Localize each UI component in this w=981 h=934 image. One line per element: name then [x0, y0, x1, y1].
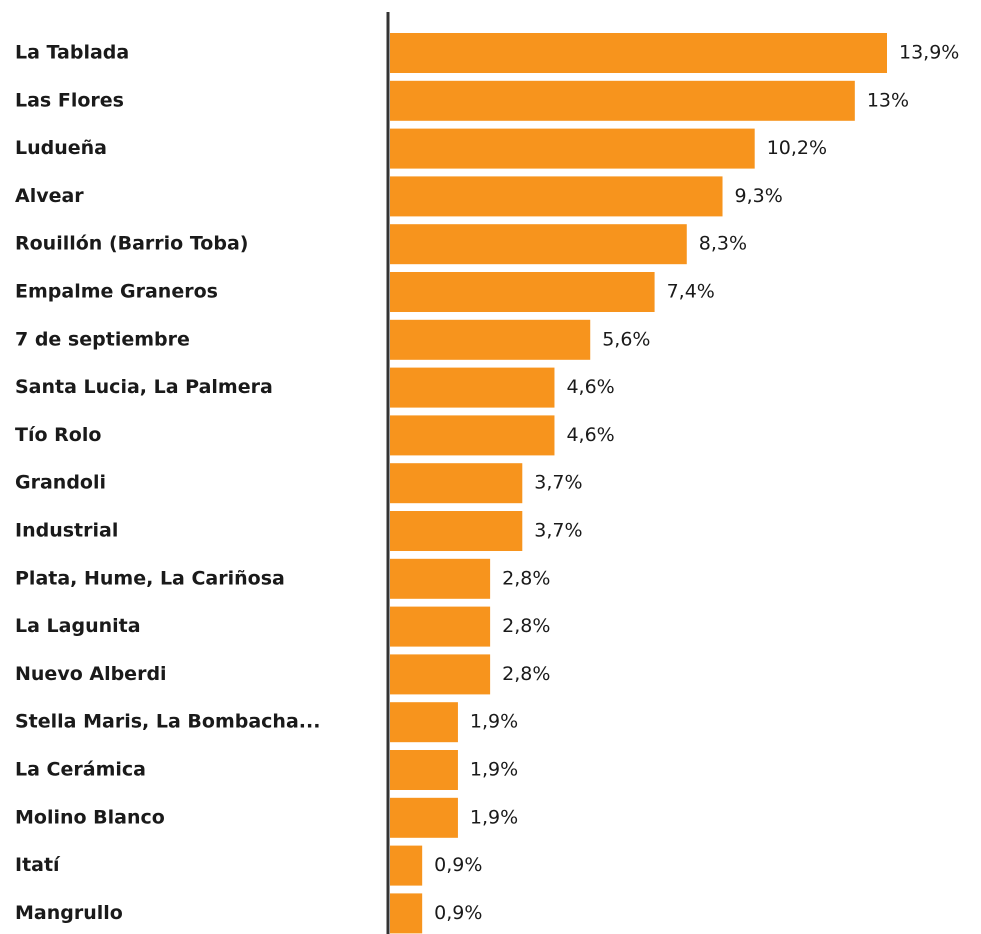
value-label: 1,9% [470, 759, 518, 781]
value-label: 8,3% [699, 233, 747, 255]
bar [390, 511, 523, 551]
bar [390, 128, 755, 169]
value-label: 4,6% [566, 376, 614, 398]
bar [390, 606, 491, 647]
category-label: La Cerámica [15, 759, 146, 781]
category-label: 7 de septiembre [15, 328, 190, 350]
category-label: Las Flores [15, 89, 124, 111]
bar [390, 463, 523, 504]
bar [390, 797, 458, 838]
value-label: 1,9% [470, 711, 518, 733]
value-label: 2,8% [502, 663, 550, 685]
value-label: 0,9% [434, 902, 482, 924]
bar [390, 224, 687, 265]
value-label: 2,8% [502, 615, 550, 637]
value-label: 2,8% [502, 567, 550, 589]
category-label: Industrial [15, 520, 118, 542]
bar [390, 654, 491, 695]
category-label: Mangrullo [15, 902, 123, 924]
bar [390, 319, 591, 360]
category-label: Molino Blanco [15, 806, 165, 828]
value-label: 13,9% [899, 42, 959, 64]
category-label: Empalme Graneros [15, 281, 218, 303]
bar [390, 176, 723, 217]
value-label: 4,6% [566, 424, 614, 446]
category-label: Grandoli [15, 472, 106, 494]
bar [390, 367, 555, 408]
bar [390, 702, 458, 743]
value-label: 9,3% [735, 185, 783, 207]
bar [390, 845, 423, 886]
value-label: 0,9% [434, 854, 482, 876]
category-label: La Lagunita [15, 615, 141, 637]
category-label: Tío Rolo [15, 424, 101, 446]
category-label: Ludueña [15, 137, 107, 159]
value-label: 1,9% [470, 806, 518, 828]
value-label: 10,2% [767, 137, 827, 159]
value-label: 3,7% [534, 472, 582, 494]
bar [390, 750, 458, 790]
category-label: Santa Lucia, La Palmera [15, 376, 273, 398]
bar [390, 415, 555, 456]
value-label: 5,6% [602, 328, 650, 350]
bar [390, 893, 423, 934]
bar [390, 33, 887, 73]
bar [390, 80, 855, 121]
category-label: Plata, Hume, La Cariñosa [15, 567, 285, 589]
category-label: Stella Maris, La Bombacha... [15, 711, 320, 733]
value-label: 7,4% [667, 281, 715, 303]
bar [390, 558, 491, 599]
category-label: Itatí [15, 854, 61, 876]
category-label: La Tablada [15, 42, 129, 64]
category-label: Rouillón (Barrio Toba) [15, 233, 248, 255]
value-label: 13% [867, 89, 909, 111]
value-label: 3,7% [534, 520, 582, 542]
bar [390, 272, 655, 312]
category-label: Nuevo Alberdi [15, 663, 167, 685]
category-label: Alvear [15, 185, 84, 207]
